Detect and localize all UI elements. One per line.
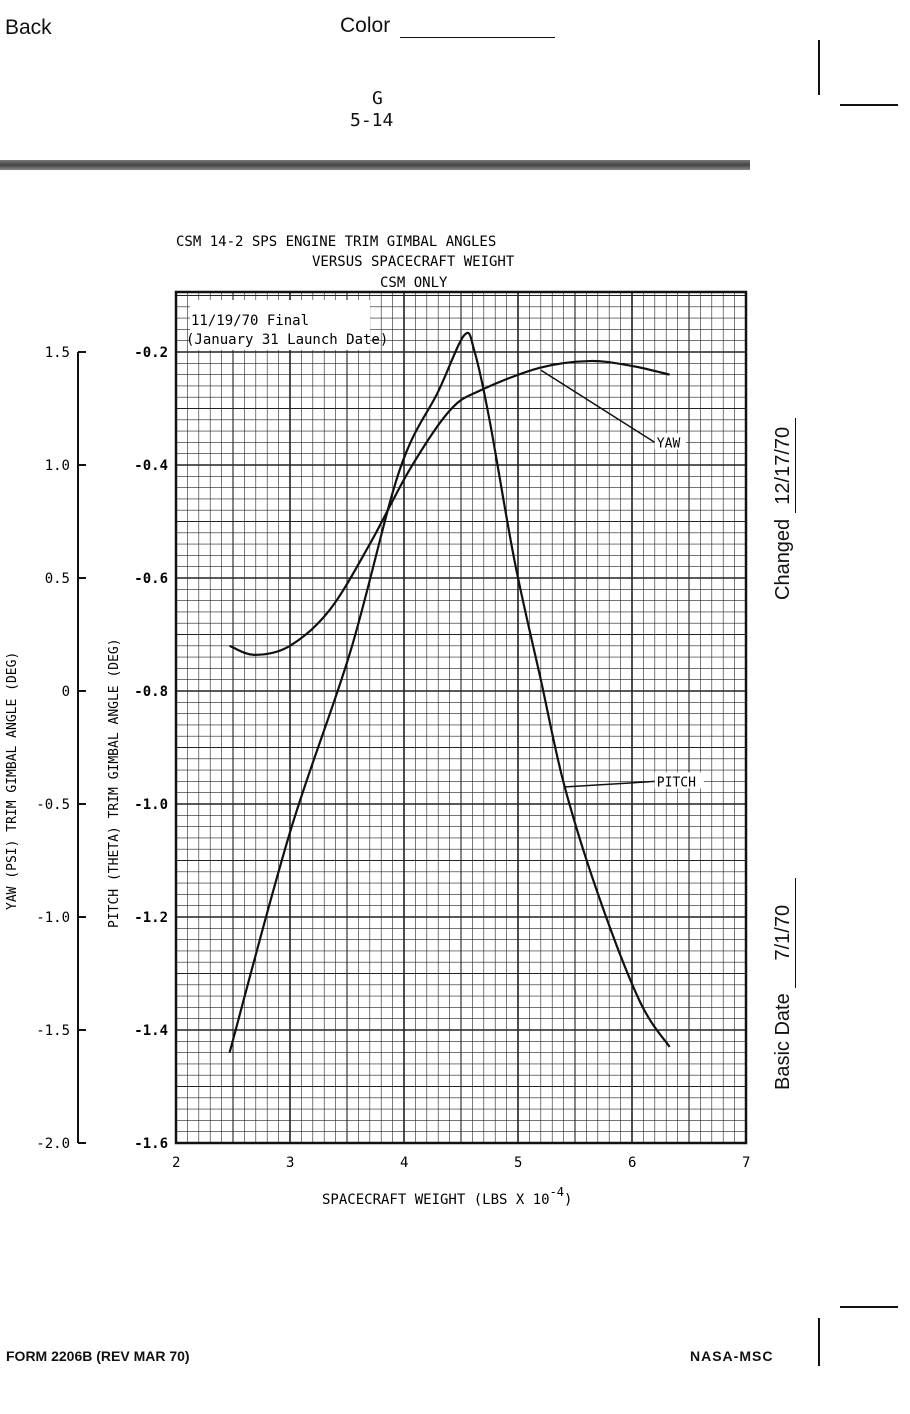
yaw-tick-label: -1.0 (36, 910, 70, 926)
form-number: FORM 2206B (REV MAR 70) (6, 1348, 190, 1364)
x-tick-label: 3 (286, 1155, 294, 1171)
yaw-label: YAW (657, 436, 681, 451)
yaw-tick-label: -2.0 (36, 1136, 70, 1152)
x-tick-label: 6 (628, 1155, 636, 1171)
annotation-line-2: (January 31 Launch Date) (186, 332, 388, 348)
label-background (654, 772, 704, 789)
org-label: NASA-MSC (690, 1348, 774, 1364)
x-tick-label: 4 (400, 1155, 408, 1171)
yaw-tick-label: 1.0 (45, 458, 70, 474)
color-label: Color (340, 14, 391, 37)
yaw-tick-label: -0.5 (36, 797, 70, 813)
crop-mark (840, 1306, 898, 1308)
x-axis-label: SPACECRAFT WEIGHT (LBS X 10-4) (322, 1185, 572, 1208)
crop-mark (840, 104, 898, 106)
page-number: 5-14 (350, 110, 394, 131)
chart-title-line-3: CSM ONLY (380, 275, 448, 291)
pitch-axis-label: PITCH (THETA) TRIM GIMBAL ANGLE (DEG) (107, 638, 122, 928)
yaw-tick-label: -1.5 (36, 1023, 70, 1039)
x-tick-label: 7 (742, 1155, 750, 1171)
back-label: Back (5, 16, 52, 39)
section-letter: G (372, 88, 383, 109)
pitch-tick-label: -1.4 (134, 1023, 168, 1039)
pitch-tick-label: -0.2 (134, 345, 168, 361)
crop-mark (818, 40, 820, 95)
annotation-box (190, 300, 370, 350)
yaw-tick-label: 0 (62, 684, 70, 700)
yaw-curve (229, 359, 670, 656)
pitch-tick-label: -1.6 (134, 1136, 168, 1152)
pitch-arrow (563, 780, 655, 788)
pitch-label: PITCH (657, 775, 696, 790)
annotation-line-1: 11/19/70 Final (191, 313, 309, 329)
pitch-tick-label: -0.4 (134, 458, 168, 474)
crop-mark (818, 1318, 820, 1366)
header-rule (0, 160, 750, 170)
pitch-tick-label: -0.6 (134, 571, 168, 587)
chart-title-line-1: CSM 14-2 SPS ENGINE TRIM GIMBAL ANGLES (176, 234, 496, 250)
pitch-curve (228, 331, 671, 1053)
pitch-tick-label: -0.8 (134, 684, 168, 700)
yaw-arrow (540, 369, 656, 444)
x-tick-label: 5 (514, 1155, 522, 1171)
yaw-tick-label: 1.5 (45, 345, 70, 361)
yaw-tick-label: 0.5 (45, 571, 70, 587)
plot-frame (174, 290, 748, 1145)
label-background (654, 433, 686, 450)
x-tick-label: 2 (172, 1155, 180, 1171)
pitch-tick-label: -1.0 (134, 797, 168, 813)
yaw-axis-label: YAW (PSI) TRIM GIMBAL ANGLE (DEG) (5, 652, 20, 910)
chart-title-line-2: VERSUS SPACECRAFT WEIGHT (312, 254, 515, 270)
pitch-tick-label: -1.2 (134, 910, 168, 926)
color-blank-line (400, 37, 555, 38)
